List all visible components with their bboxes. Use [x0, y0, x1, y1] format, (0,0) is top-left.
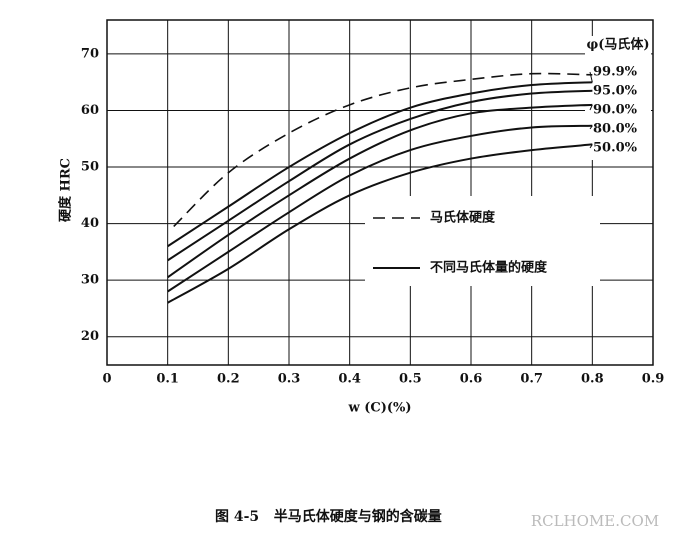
leader-line	[589, 144, 593, 149]
caption: 图 4-5 半马氏体硬度与钢的含碳量	[215, 508, 442, 525]
x-tick-label: 0.9	[642, 372, 665, 387]
x-tick-label: 0.2	[217, 372, 240, 387]
curve-label: 90.0%	[593, 103, 638, 118]
leader-line	[589, 104, 593, 111]
curve-label: 99.9%	[593, 65, 638, 80]
curve-label: 80.0%	[593, 122, 638, 137]
series-line	[167, 103, 593, 279]
label-background	[585, 36, 651, 160]
y-tick-label: 50	[81, 160, 99, 175]
plot-frame	[106, 19, 654, 366]
legend-background	[365, 196, 600, 286]
watermark: RCLHOME.COM	[531, 512, 659, 530]
series-line	[167, 89, 593, 262]
x-tick-label: 0.3	[278, 372, 301, 387]
x-tick-label: 0	[102, 372, 111, 387]
x-tick-label: 0.7	[520, 372, 543, 387]
x-tick-label: 0.4	[338, 372, 361, 387]
series-line	[173, 72, 593, 228]
y-tick-label: 30	[81, 273, 99, 288]
x-axis-label: w (C)(%)	[347, 401, 411, 416]
curve-label: 95.0%	[593, 84, 638, 99]
x-tick-label: 0.5	[399, 372, 422, 387]
y-tick-label: 40	[81, 216, 99, 231]
x-tick-label: 0.8	[581, 372, 604, 387]
series-line	[167, 143, 593, 304]
y-tick-label: 20	[81, 329, 99, 344]
legend-label: 马氏体硬度	[430, 210, 496, 226]
series-line	[167, 124, 593, 293]
leader-line	[589, 71, 593, 83]
y-tick-label: 60	[81, 103, 99, 118]
x-tick-label: 0.1	[156, 372, 179, 387]
y-axis-label: 硬度 HRC	[58, 158, 74, 222]
y-tick-label: 70	[81, 46, 99, 61]
x-tick-label: 0.6	[460, 372, 483, 387]
leader-line	[589, 125, 593, 130]
legend-label: 不同马氏体量的硬度	[430, 260, 548, 276]
series-line	[167, 81, 593, 248]
curve-label: 50.0%	[593, 141, 638, 156]
curve-label-title: φ(马氏体)	[586, 37, 649, 53]
